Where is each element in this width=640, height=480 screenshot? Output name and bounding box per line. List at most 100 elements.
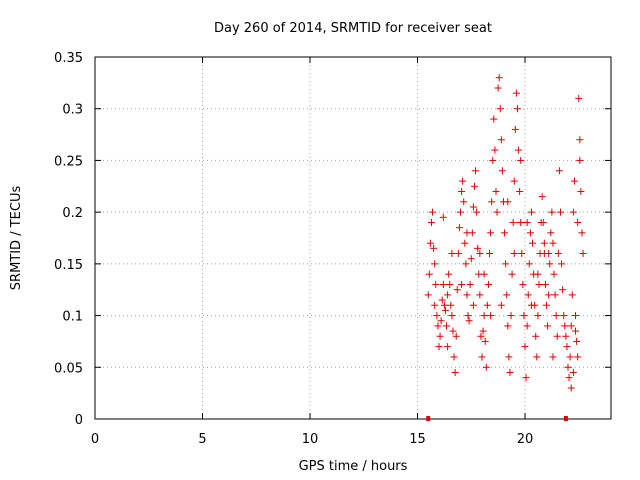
data-point <box>458 281 466 289</box>
data-point <box>455 224 463 232</box>
data-point <box>427 218 435 226</box>
data-point <box>453 286 461 294</box>
y-tick-label: 0.25 <box>54 154 83 169</box>
data-point <box>552 312 560 320</box>
data-point <box>575 94 583 102</box>
data-point <box>447 301 455 309</box>
plot-frame <box>94 56 612 420</box>
data-point <box>487 229 495 237</box>
data-point <box>569 368 577 376</box>
data-point <box>479 327 487 335</box>
data-point <box>439 213 447 221</box>
x-tick-label: 0 <box>91 432 99 447</box>
data-point <box>565 374 573 382</box>
data-point <box>579 250 587 258</box>
data-point <box>466 281 474 289</box>
x-tick-label: 5 <box>198 432 206 447</box>
x-axis-label: GPS time / hours <box>299 459 408 474</box>
data-point <box>480 270 488 278</box>
data-point <box>525 260 533 268</box>
data-point <box>429 208 437 216</box>
data-point <box>529 239 537 247</box>
data-point <box>521 343 529 351</box>
data-point <box>545 291 553 299</box>
data-point <box>437 317 445 325</box>
data-point <box>512 89 520 97</box>
data-point <box>465 317 473 325</box>
data-point <box>482 363 490 371</box>
y-tick-label: 0.05 <box>54 361 83 376</box>
data-point <box>431 260 439 268</box>
data-point <box>505 353 513 361</box>
data-point <box>535 281 543 289</box>
data-point <box>491 146 499 154</box>
data-point <box>541 281 549 289</box>
data-point <box>515 146 523 154</box>
y-axis-label: SRMTID / TECUs <box>9 186 24 291</box>
data-point <box>481 337 489 345</box>
data-point <box>564 363 572 371</box>
data-point <box>431 301 439 309</box>
data-point <box>459 177 467 185</box>
data-point <box>545 250 553 258</box>
data-point <box>457 208 464 216</box>
data-point <box>532 332 540 340</box>
data-point <box>438 296 446 304</box>
data-point <box>478 353 486 361</box>
data-point <box>462 260 470 268</box>
data-point <box>538 193 546 201</box>
data-point <box>560 312 568 320</box>
data-point <box>576 136 584 144</box>
data-point <box>549 353 557 361</box>
data-point <box>570 177 578 185</box>
data-point <box>506 368 514 376</box>
x-tick-label: 15 <box>409 432 426 447</box>
data-point <box>513 105 521 113</box>
data-point <box>569 208 577 216</box>
data-point <box>424 291 432 299</box>
data-point <box>519 281 527 289</box>
data-point <box>522 374 530 382</box>
data-point <box>469 203 477 211</box>
data-point <box>445 270 453 278</box>
data-point <box>517 156 525 164</box>
data-point <box>504 198 512 206</box>
data-point <box>490 115 498 123</box>
data-point <box>524 291 532 299</box>
data-point <box>527 301 535 309</box>
data-point <box>463 229 471 237</box>
data-point <box>558 260 566 268</box>
data-point <box>476 250 484 258</box>
data-point <box>547 229 555 237</box>
y-tick-label: 0.2 <box>62 206 83 221</box>
data-point <box>548 208 556 216</box>
data-point <box>440 301 448 309</box>
data-point <box>534 270 542 278</box>
data-point <box>495 74 503 82</box>
data-point <box>508 270 516 278</box>
chart-title: Day 260 of 2014, SRMTID for receiver sea… <box>214 21 492 36</box>
x-tick-label: 10 <box>302 432 319 447</box>
data-point <box>507 312 515 320</box>
data-point <box>474 244 482 252</box>
data-point <box>476 291 484 299</box>
data-point <box>497 136 505 144</box>
data-point <box>546 260 554 268</box>
data-point <box>434 322 442 330</box>
axis-markers <box>426 416 568 421</box>
axis-marker <box>426 416 431 421</box>
data-point <box>467 255 475 263</box>
data-point <box>576 156 584 164</box>
data-point <box>498 167 506 175</box>
data-point <box>487 312 495 320</box>
data-point <box>450 353 458 361</box>
data-point <box>483 301 491 309</box>
data-point <box>577 187 585 195</box>
axis-ticks: 0 5 10 15 20 0 0.05 0.1 0.15 0.2 0.25 0.3 0.35 <box>54 51 611 447</box>
data-point <box>446 281 454 289</box>
data-point <box>533 353 541 361</box>
x-tick-label: 20 <box>517 432 534 447</box>
data-point <box>518 250 526 258</box>
data-point <box>574 353 582 361</box>
data-point <box>444 343 452 351</box>
